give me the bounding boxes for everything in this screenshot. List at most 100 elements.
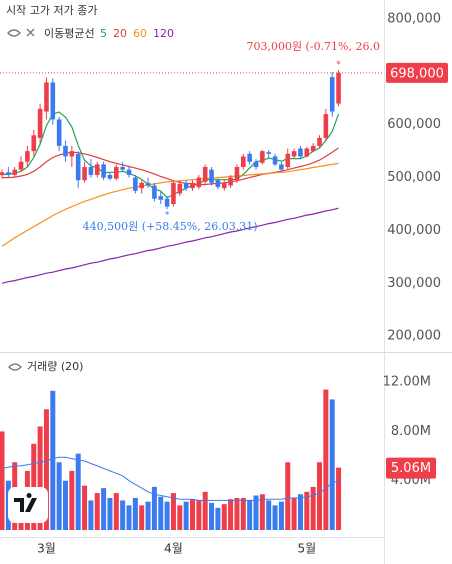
y-tick-label: 12.00M xyxy=(383,375,431,390)
candle-body xyxy=(247,153,252,162)
y-tick-label: 8.00M xyxy=(391,424,431,439)
volume-bar xyxy=(151,486,157,530)
candle-body xyxy=(139,182,144,189)
volume-bar xyxy=(190,499,195,530)
volume-bar xyxy=(75,453,81,530)
candle-body xyxy=(44,82,49,112)
volume-bar xyxy=(170,493,176,530)
volume-bar xyxy=(215,507,221,530)
volume-bar xyxy=(329,399,335,530)
volume-bar xyxy=(323,389,329,530)
volume-bar xyxy=(266,500,272,530)
volume-bar xyxy=(132,497,138,530)
candle-body xyxy=(190,182,195,189)
legend-entry: 20 xyxy=(113,27,127,40)
volume-bar xyxy=(221,504,227,530)
volume-bar xyxy=(94,493,100,530)
candle-body xyxy=(298,148,303,157)
candle-body xyxy=(145,182,151,186)
volume-bar xyxy=(107,497,113,530)
high-marker: * xyxy=(336,60,341,70)
candle-body xyxy=(12,169,17,175)
close-icon[interactable] xyxy=(26,28,35,37)
legend-entry: 120 xyxy=(153,27,174,40)
volume-bar xyxy=(69,470,75,530)
candle-body xyxy=(291,151,297,157)
candle-body xyxy=(234,167,240,181)
volume-bar xyxy=(43,409,49,530)
legend-entry: 5 xyxy=(100,27,107,40)
candle-body xyxy=(241,156,246,168)
candle-body xyxy=(133,177,138,191)
y-tick-label: 200,000 xyxy=(387,329,441,344)
candle-body xyxy=(63,145,68,157)
legend-entry: 60 xyxy=(133,27,147,40)
candle-body xyxy=(183,182,189,189)
eye-icon[interactable] xyxy=(8,363,22,371)
volume-title: 거래량 (20) xyxy=(27,360,83,373)
volume-bar xyxy=(304,491,310,530)
volume-bar xyxy=(164,501,170,530)
y-tick-label: 400,000 xyxy=(387,223,441,238)
candle-body xyxy=(88,167,94,175)
candle-body xyxy=(209,169,214,183)
tv-logo xyxy=(8,487,48,523)
last-price-label: 698,000 xyxy=(390,66,444,81)
candle-body xyxy=(177,183,183,194)
volume-bar xyxy=(291,497,297,530)
ma-line xyxy=(1,207,339,284)
ohlc-label: 시작 고가 저가 종가 xyxy=(6,4,97,17)
volume-bar xyxy=(126,505,132,530)
ma-line xyxy=(2,147,339,186)
volume-bar xyxy=(317,462,322,530)
volume-bar xyxy=(228,499,234,530)
candle-body xyxy=(50,82,56,120)
volume-bar xyxy=(183,501,189,530)
ma-label: 이동평균선 xyxy=(44,27,95,40)
candle-body xyxy=(101,164,106,178)
candle-body xyxy=(158,196,164,200)
volume-bar xyxy=(247,500,253,530)
volume-bar xyxy=(88,500,94,530)
candle-body xyxy=(69,151,75,157)
legend-icons xyxy=(7,28,35,371)
candle-body xyxy=(202,167,208,182)
candle-body xyxy=(266,152,271,154)
candle-body xyxy=(171,182,176,205)
candle-body xyxy=(164,198,170,207)
volume-bar xyxy=(310,486,316,530)
candle-body xyxy=(196,177,202,188)
candle-body xyxy=(272,156,278,165)
volume-bar xyxy=(209,502,215,530)
volume-bar xyxy=(50,390,56,530)
low-annotation: 440,500원 (+58.45%, 26.03.31) xyxy=(83,220,258,233)
eye-icon[interactable] xyxy=(7,29,21,37)
candle-body xyxy=(120,167,125,170)
volume-bar xyxy=(278,501,284,530)
candle-body xyxy=(0,172,5,175)
volume-bar xyxy=(336,467,342,530)
candle-body xyxy=(75,153,81,181)
volume-bar xyxy=(0,431,5,530)
volume-bar xyxy=(145,501,151,530)
volume-bar xyxy=(158,496,164,530)
candle-body xyxy=(228,177,233,186)
volume-bar xyxy=(82,485,88,530)
volume-bar xyxy=(120,500,126,530)
volume-bar xyxy=(113,493,119,530)
low-marker: * xyxy=(165,211,170,221)
logo-box xyxy=(8,487,48,523)
candle-body xyxy=(310,145,316,152)
y-tick-label: 600,000 xyxy=(387,117,441,132)
candle-body xyxy=(323,114,329,138)
volume-bar xyxy=(285,462,291,530)
candle-body xyxy=(82,167,87,181)
candle-body xyxy=(215,180,221,188)
volume-bar xyxy=(297,494,303,530)
candle-body xyxy=(253,161,259,168)
candle-body xyxy=(260,151,265,163)
candle-body xyxy=(94,164,100,175)
volume-bar xyxy=(259,494,265,530)
